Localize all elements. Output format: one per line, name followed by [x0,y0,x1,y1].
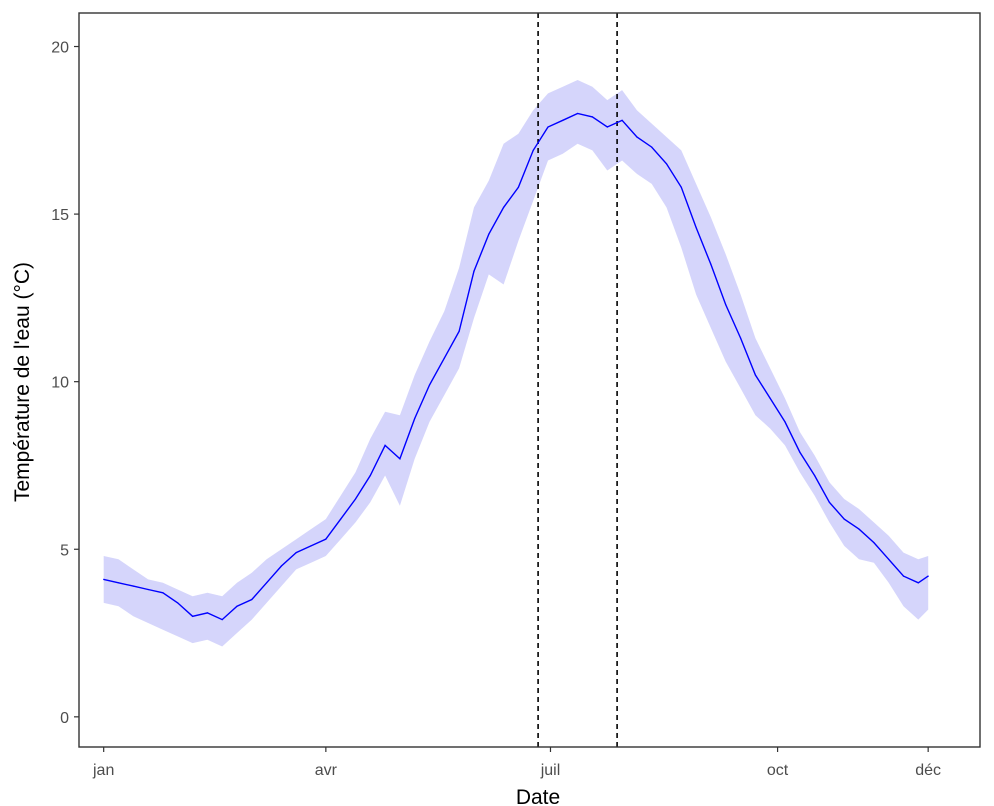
data-point [828,501,831,503]
data-point [769,397,771,399]
data-point [799,451,801,453]
data-point [858,528,860,530]
data-point [192,615,194,617]
data-point [236,605,238,607]
data-point [503,206,505,208]
data-point [295,552,297,554]
x-tick-label: jan [92,762,114,779]
data-point [443,357,445,359]
data-point [547,126,549,128]
data-point [473,270,475,272]
data-point [369,474,371,477]
data-point [651,146,653,148]
data-point [310,545,312,547]
y-tick-label: 20 [51,40,69,57]
data-point [725,304,727,306]
data-point [147,588,149,591]
y-tick-label: 15 [51,207,69,224]
y-tick-label: 5 [60,542,69,559]
data-point [562,119,564,121]
data-point [384,444,386,446]
data-point [517,186,520,188]
data-point [251,598,253,601]
data-point [754,374,757,376]
data-point [680,186,682,188]
data-point [636,136,638,138]
x-tick-label: oct [767,762,789,779]
x-tick-label: avr [315,762,338,779]
data-point [902,575,905,577]
data-point [532,149,534,151]
data-point [266,582,268,584]
y-tick-label: 10 [51,375,69,392]
data-point [428,384,431,386]
data-point [740,337,742,339]
y-tick-label: 0 [60,710,69,727]
data-point [710,263,712,265]
x-tick-label: juil [540,762,561,779]
data-point [577,112,579,115]
plot-panel-border [78,12,981,748]
data-point [340,518,342,520]
series-line-layer [103,112,929,621]
data-point [132,585,134,587]
data-point [606,126,608,128]
x-axis-title: Date [516,786,560,806]
data-point [399,458,401,460]
data-point [621,119,623,121]
confidence-ribbon-layer [103,80,929,647]
data-point [206,612,208,614]
data-point [162,592,164,594]
data-point [117,582,120,584]
data-point [591,116,594,118]
data-point [888,558,890,560]
data-point [488,233,490,235]
data-point [280,565,282,567]
data-point [843,518,845,520]
tick-labels-layer: 0 5 10 15 20 jan avr juil oct déc [51,40,941,779]
data-point [354,498,357,500]
data-point [414,417,416,420]
temperature-range-ribbon [103,80,929,647]
data-point [221,619,223,621]
data-point [784,421,786,423]
data-point [873,542,875,544]
data-point [695,226,697,229]
axes-layer [74,12,981,752]
x-tick-label: déc [915,762,941,779]
data-point [917,582,919,584]
data-point [665,163,668,165]
data-point [325,538,327,540]
data-point [458,330,460,332]
data-point [177,602,179,604]
y-axis-title: Température de l'eau (°C) [11,262,34,502]
data-point [927,575,929,577]
data-point [103,578,105,581]
data-point [814,474,816,477]
